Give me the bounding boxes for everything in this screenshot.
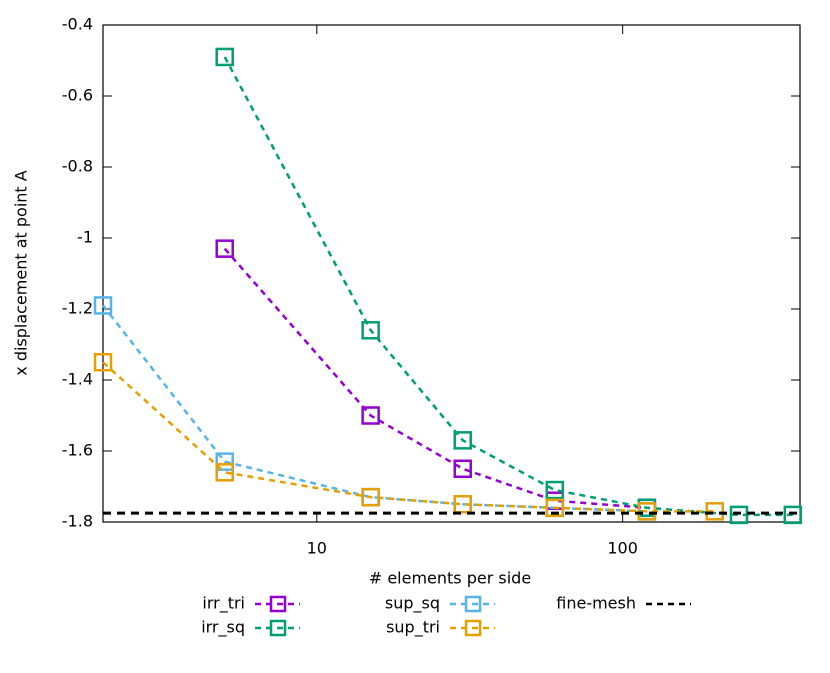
plot-frame: [102, 24, 801, 523]
legend-label: fine-mesh: [556, 594, 636, 613]
y-tick-label: -1.6: [62, 441, 93, 460]
data-marker: [93, 296, 113, 315]
legend-marker: [269, 595, 287, 613]
x-tick-label: 10: [307, 539, 327, 558]
legend-marker: [464, 595, 482, 613]
data-marker: [215, 239, 234, 258]
legend-marker: [464, 619, 482, 637]
data-marker: [361, 487, 380, 507]
data-marker: [215, 463, 234, 482]
y-tick-label: -1.8: [62, 512, 93, 531]
series-line: [223, 247, 647, 510]
legend-label: irr_tri: [202, 594, 245, 614]
data-marker: [545, 498, 565, 518]
data-marker: [783, 505, 803, 525]
legend-label: sup_sq: [385, 594, 440, 614]
data-marker: [453, 495, 472, 514]
y-tick-label: -0.8: [62, 157, 93, 176]
y-tick-label: -1: [77, 228, 93, 247]
data-marker: [729, 505, 749, 525]
y-tick-label: -0.6: [62, 86, 93, 105]
data-marker: [545, 480, 565, 500]
legend-label: irr_sq: [201, 618, 245, 638]
data-marker: [215, 452, 234, 471]
data-marker: [637, 502, 657, 521]
y-axis-label: x displacement at point A: [12, 170, 31, 376]
x-axis-label: # elements per side: [369, 569, 531, 588]
series-line: [102, 304, 647, 513]
y-tick-label: -1.2: [62, 299, 93, 318]
data-marker: [361, 321, 380, 340]
series-line: [102, 361, 715, 513]
data-marker: [361, 406, 380, 425]
y-tick-label: -0.4: [62, 15, 93, 34]
data-marker: [215, 47, 234, 67]
x-tick-label: 100: [607, 539, 638, 558]
data-marker: [453, 431, 472, 450]
series-line: [223, 56, 793, 517]
data-marker: [93, 353, 113, 372]
legend-label: sup_tri: [386, 618, 440, 638]
data-marker: [705, 502, 724, 521]
legend-marker: [269, 619, 287, 637]
data-marker: [453, 459, 472, 478]
y-tick-label: -1.4: [62, 370, 93, 389]
